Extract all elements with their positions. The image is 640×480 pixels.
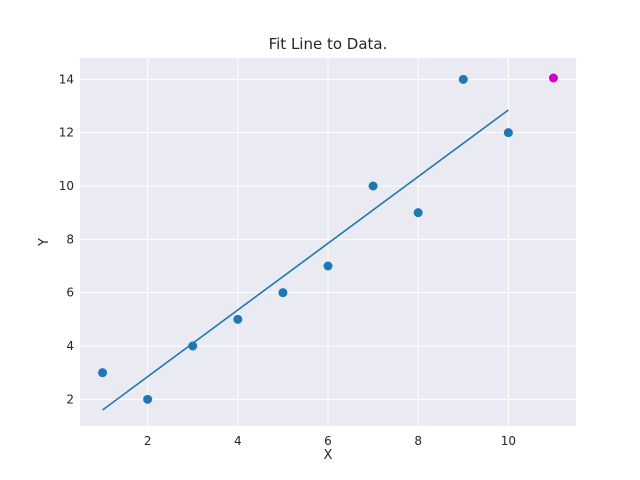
y-tick-labels: 2 4 6 8 10 12 14 <box>59 72 74 406</box>
x-tick-label: 2 <box>144 434 152 448</box>
data-point <box>503 128 513 138</box>
data-points <box>98 73 558 404</box>
y-tick-label: 6 <box>66 286 74 300</box>
fit-line <box>102 109 509 411</box>
data-point <box>278 288 288 298</box>
data-point <box>323 261 333 271</box>
y-tick-label: 2 <box>66 392 74 406</box>
highlight-point <box>548 73 558 83</box>
grid-lines <box>80 58 576 426</box>
data-point <box>233 314 243 324</box>
y-axis-label: Y <box>37 238 52 247</box>
y-tick-label: 8 <box>66 232 74 246</box>
data-point <box>413 208 423 218</box>
x-tick-labels: 2 4 6 8 10 <box>144 434 516 448</box>
data-point <box>188 341 198 351</box>
data-point <box>98 368 108 378</box>
x-tick-label: 10 <box>501 434 516 448</box>
data-point <box>458 74 468 84</box>
data-point <box>368 181 378 191</box>
data-point <box>143 394 153 404</box>
y-tick-label: 4 <box>66 339 74 353</box>
x-tick-label: 8 <box>414 434 422 448</box>
chart-title: Fit Line to Data. <box>269 35 388 53</box>
x-tick-label: 4 <box>234 434 242 448</box>
fit-line-group <box>102 109 509 411</box>
y-tick-label: 10 <box>59 179 74 193</box>
y-tick-label: 14 <box>59 72 74 86</box>
x-tick-label: 6 <box>324 434 332 448</box>
y-tick-label: 12 <box>59 126 74 140</box>
x-axis-label: X <box>324 448 333 463</box>
